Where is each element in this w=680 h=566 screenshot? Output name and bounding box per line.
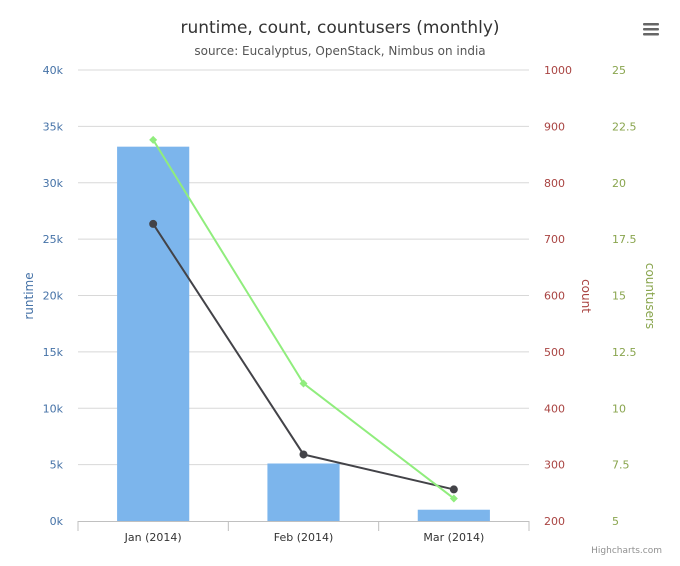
y-axis-title-countusers: countusers <box>643 263 657 329</box>
series-line-countusers <box>152 139 455 500</box>
data-point-countusers <box>149 135 158 144</box>
data-point-count <box>149 219 158 228</box>
x-tick-label: Mar (2014) <box>423 531 484 544</box>
axes: 0k 5k 10k 15k 20k 25k 30k 35k 40k 200 300 400 500 600… <box>43 64 637 544</box>
y-tick-label-countusers: 25 <box>612 64 626 77</box>
y-tick-label-count: 500 <box>544 346 565 359</box>
context-menu-button[interactable] <box>638 17 664 41</box>
data-point-count <box>449 485 458 494</box>
y-tick-label-countusers: 5 <box>612 515 619 528</box>
y-tick-label-runtime: 15k <box>43 346 64 359</box>
y-tick-label-runtime: 35k <box>43 120 64 133</box>
y-tick-label-runtime: 20k <box>43 290 64 303</box>
x-tick-label: Feb (2014) <box>274 531 334 544</box>
x-tick-label: Jan (2014) <box>124 531 182 544</box>
y-tick-label-runtime: 10k <box>43 402 64 415</box>
y-tick-label-runtime: 25k <box>43 233 64 246</box>
data-point-count <box>299 450 308 459</box>
y-tick-label-count: 400 <box>544 402 565 415</box>
y-tick-label-countusers: 17.5 <box>612 233 637 246</box>
y-tick-label-countusers: 15 <box>612 290 626 303</box>
y-tick-label-countusers: 20 <box>612 177 626 190</box>
bar <box>117 146 190 522</box>
data-point-countusers <box>449 494 458 503</box>
y-tick-label-count: 200 <box>544 515 565 528</box>
line-series <box>149 135 458 503</box>
y-tick-label-countusers: 7.5 <box>612 459 630 472</box>
y-tick-label-runtime: 0k <box>50 515 64 528</box>
y-tick-label-countusers: 12.5 <box>612 346 637 359</box>
y-tick-label-count: 900 <box>544 120 565 133</box>
y-tick-label-runtime: 40k <box>43 64 64 77</box>
y-tick-label-countusers: 22.5 <box>612 120 637 133</box>
y-tick-label-countusers: 10 <box>612 402 626 415</box>
y-tick-label-count: 600 <box>544 290 565 303</box>
data-point-countusers <box>299 379 308 388</box>
bar <box>267 463 340 521</box>
y-tick-label-count: 800 <box>544 177 565 190</box>
y-tick-label-count: 1000 <box>544 64 572 77</box>
y-axis-title-runtime: runtime <box>22 272 36 319</box>
y-tick-label-runtime: 5k <box>50 459 64 472</box>
bar <box>417 509 490 521</box>
chart-title: runtime, count, countusers (monthly) <box>180 18 499 38</box>
y-axis-title-count: count <box>579 279 593 313</box>
y-tick-label-count: 300 <box>544 459 565 472</box>
y-tick-label-runtime: 30k <box>43 177 64 190</box>
chart-subtitle: source: Eucalyptus, OpenStack, Nimbus on… <box>194 44 485 58</box>
bar-series-runtime <box>117 146 490 522</box>
credits-link[interactable]: Highcharts.com <box>591 546 662 556</box>
hamburger-menu-icon <box>643 23 659 36</box>
series-line-count <box>152 223 455 491</box>
y-tick-label-count: 700 <box>544 233 565 246</box>
